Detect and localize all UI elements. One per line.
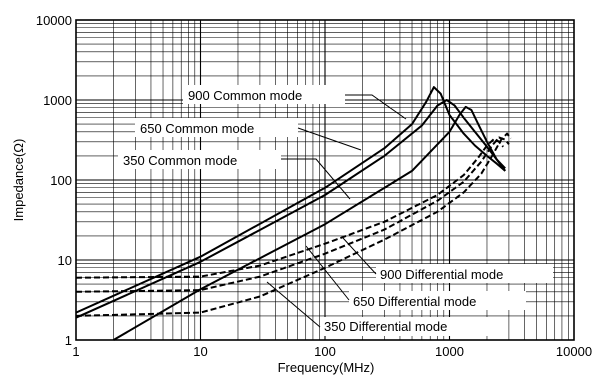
annotation-900-common: 900 Common mode	[183, 85, 407, 120]
plot-frame	[75, 19, 575, 341]
series-line-350-common-mode	[112, 105, 506, 341]
annotation-350-diff-label: 350 Differential mode	[324, 319, 447, 334]
x-tick-label: 10	[193, 344, 207, 359]
series-line-650-differential-mode	[75, 136, 510, 293]
y-tick-label: 1	[65, 333, 72, 348]
annotation-650-common-label: 650 Common mode	[140, 121, 254, 136]
x-tick-label: 1	[72, 344, 79, 359]
y-tick-label: 1000	[43, 93, 72, 108]
annotation-900-common-label: 900 Common mode	[188, 88, 302, 103]
annotation-650-common: 650 Common mode	[135, 118, 362, 151]
series-line-900-differential-mode	[75, 137, 504, 279]
tick-labels: 1 10 100 1000 10000 1 10 100 1000 10000	[36, 13, 592, 359]
y-tick-label: 100	[50, 173, 72, 188]
annotation-900-diff-label: 900 Differential mode	[380, 267, 503, 282]
annotation-650-diff: 650 Differential mode	[305, 245, 526, 310]
x-tick-label: 10000	[556, 344, 592, 359]
annotation-350-common-label: 350 Common mode	[123, 153, 237, 168]
y-axis-label: Impedance(Ω)	[11, 139, 26, 222]
x-tick-label: 1000	[435, 344, 464, 359]
y-tick-label: 10000	[36, 13, 72, 28]
x-axis-label: Frequency(MHz)	[278, 360, 375, 375]
y-tick-label: 10	[58, 253, 72, 268]
series-line-350-differential-mode	[75, 132, 512, 317]
annotation-350-diff: 350 Differential mode	[266, 281, 492, 336]
x-tick-label: 100	[314, 344, 336, 359]
annotation-900-diff: 900 Differential mode	[342, 237, 553, 283]
annotation-650-diff-label: 650 Differential mode	[353, 294, 476, 309]
annotation-350-common: 350 Common mode	[118, 150, 351, 200]
